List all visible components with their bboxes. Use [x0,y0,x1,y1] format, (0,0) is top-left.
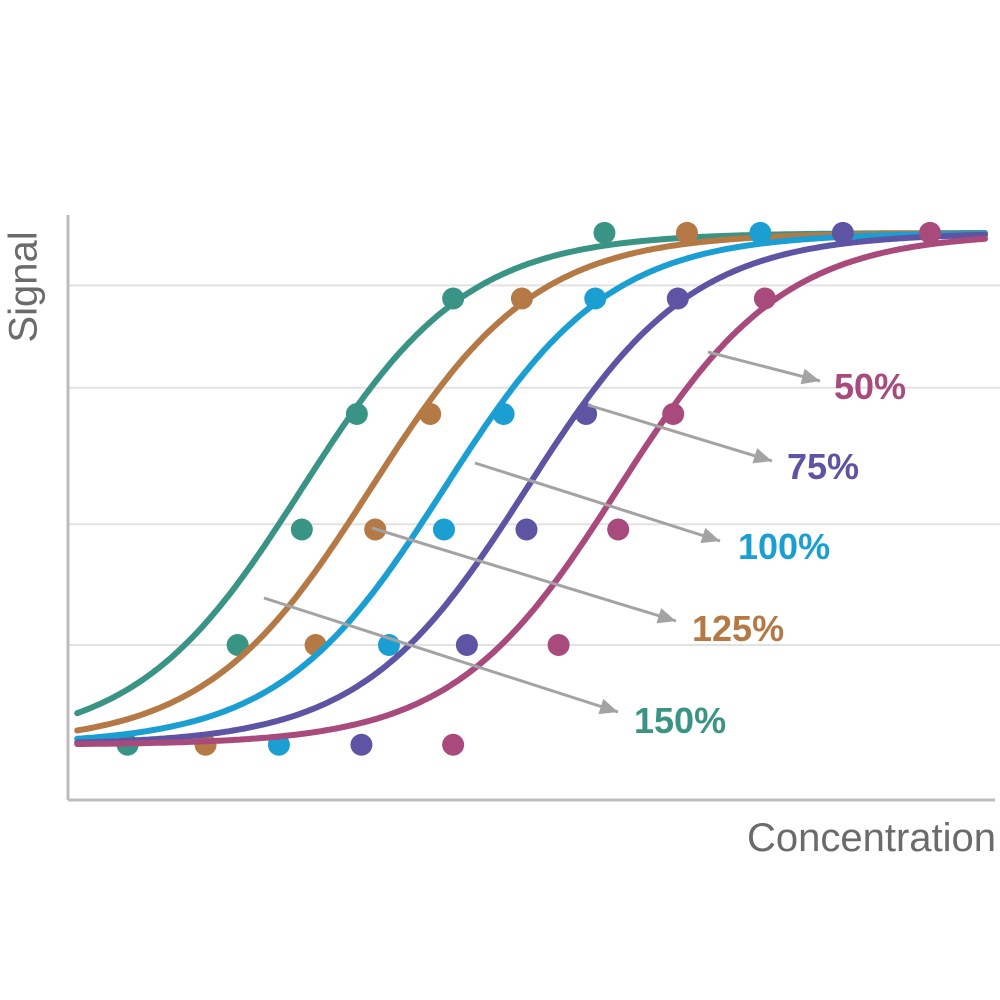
data-point [432,518,455,541]
label-arrow [707,350,821,385]
data-point [547,634,570,656]
data-point [607,518,630,541]
data-point [442,287,465,310]
data-point [575,403,598,425]
y-axis-title: Signal [1,231,46,343]
series-50% [74,221,988,756]
arrow-head [700,527,720,544]
data-point [492,403,515,425]
arrow-head [800,368,820,385]
x-axis-title: Concentration [746,816,996,860]
data-point [749,221,772,244]
curves [74,221,988,756]
series-label-50: 50% [834,366,907,407]
data-point [666,287,689,310]
series-label-75: 75% [787,446,860,487]
data-point [345,403,368,425]
series-label-125: 125% [692,608,785,649]
data-point [515,518,538,541]
data-point [831,221,854,244]
label-arrows [263,350,821,715]
series-label-150: 150% [634,700,727,741]
label-arrow [587,403,773,464]
arrow-shaft [474,461,721,543]
arrow-shaft [707,350,821,383]
label-arrow [474,461,721,544]
label-arrow [263,596,619,715]
label-arrow [371,526,677,624]
series-label-100: 100% [738,526,831,567]
data-point [510,287,533,310]
data-point [455,634,478,656]
gridlines [68,284,1000,646]
data-point [662,403,685,425]
arrow-head [656,608,676,624]
series-line [74,235,988,747]
data-point [753,287,776,310]
data-point [918,221,941,244]
data-point [593,221,616,244]
data-point [442,733,465,756]
arrow-head [598,698,618,715]
data-point [290,518,313,541]
data-point [419,403,442,425]
arrow-shaft [587,403,773,463]
data-point [226,634,249,656]
axes [66,215,995,802]
series-125% [74,221,988,756]
data-point [350,733,373,756]
series-line [74,231,988,746]
data-point [584,287,607,310]
arrow-shaft [371,526,677,623]
arrow-shaft [263,596,619,714]
data-point [675,221,698,244]
arrow-head [752,448,772,464]
